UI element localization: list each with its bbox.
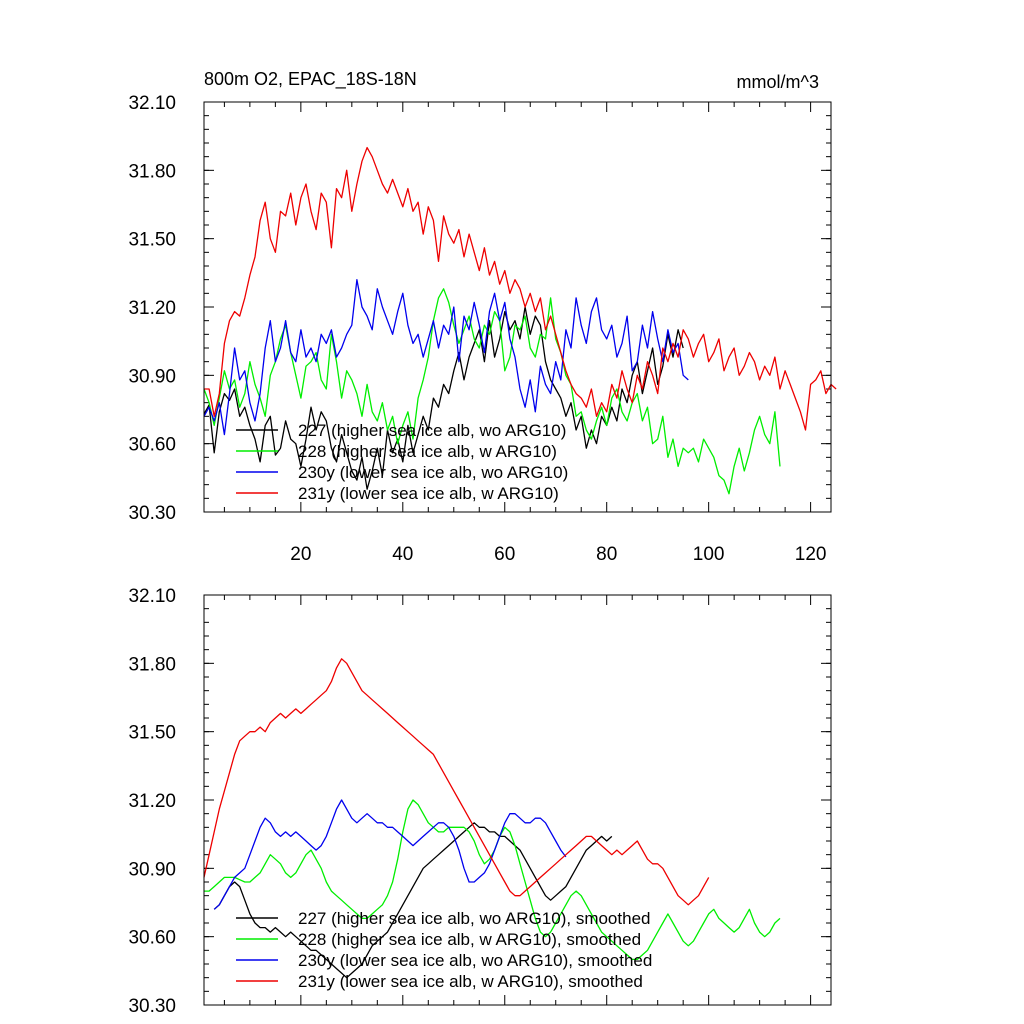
- y-tick-label: 30.60: [128, 435, 176, 456]
- top-legend: 227 (higher sea ice alb, wo ARG10) 228 (…: [236, 421, 568, 503]
- series-line-top-3: [204, 146, 837, 431]
- y-tick-label: 31.80: [128, 161, 176, 182]
- x-tick-label: 80: [596, 544, 617, 565]
- y-tick-label: 31.20: [128, 298, 176, 319]
- legend-label-231y-smoothed: 231y (lower sea ice alb, w ARG10), smoot…: [298, 972, 643, 991]
- y-tick-label: 30.30: [128, 503, 176, 524]
- legend-label-227-smoothed: 227 (higher sea ice alb, wo ARG10), smoo…: [298, 909, 650, 928]
- y-tick-label: 31.80: [128, 654, 176, 675]
- y-tick-label: 31.50: [128, 723, 176, 744]
- top-panel: 800m O2, EPAC_18S-18N mmol/m^3 30.30 30.6…: [128, 69, 837, 565]
- y-tick-label: 30.60: [128, 928, 176, 949]
- bottom-plot-frame: [203, 594, 832, 1006]
- y-tick-label: 32.10: [128, 586, 176, 607]
- legend-label-230y-smoothed: 230y (lower sea ice alb, wo ARG10), smoo…: [298, 951, 652, 970]
- y-tick-label: 31.50: [128, 230, 176, 251]
- series-line-top-2: [203, 279, 689, 436]
- legend-label-231y: 231y (lower sea ice alb, w ARG10): [298, 484, 559, 503]
- legend-label-228-smoothed: 228 (higher sea ice alb, w ARG10), smoot…: [298, 930, 641, 949]
- series-line-bottom-0: [213, 822, 613, 979]
- legend-label-228: 228 (higher sea ice alb, w ARG10): [298, 442, 557, 461]
- y-tick-label: 30.30: [128, 996, 176, 1017]
- top-plot-frame: [203, 101, 832, 513]
- bottom-panel: 30.30 30.60 30.90 31.20 31.50 31.80 32.10 227 …: [128, 586, 832, 1017]
- x-tick-label: 60: [494, 544, 515, 565]
- series-line-top-0: [203, 306, 684, 490]
- bottom-legend: 227 (higher sea ice alb, wo ARG10), smoo…: [236, 909, 652, 991]
- x-tick-label: 100: [693, 544, 725, 565]
- series-line-top-1: [203, 288, 781, 495]
- units-label: mmol/m^3: [737, 72, 819, 92]
- x-tick-label: 120: [795, 544, 827, 565]
- y-tick-label: 30.90: [128, 859, 176, 880]
- x-tick-label: 40: [392, 544, 413, 565]
- series-line-bottom-3: [203, 658, 710, 906]
- bottom-series-group: [203, 658, 781, 979]
- top-series-group: [203, 146, 837, 495]
- top-axis-ticks: 30.30 30.60 30.90 31.20 31.50 31.80 32.10 20 40 6…: [128, 93, 831, 565]
- chart-title: 800m O2, EPAC_18S-18N: [204, 69, 417, 90]
- y-tick-label: 31.20: [128, 791, 176, 812]
- series-line-bottom-2: [213, 799, 567, 910]
- y-tick-label: 30.90: [128, 366, 176, 387]
- y-tick-label: 32.10: [128, 93, 176, 114]
- x-tick-label: 20: [290, 544, 311, 565]
- legend-label-227: 227 (higher sea ice alb, wo ARG10): [298, 421, 566, 440]
- series-line-bottom-1: [204, 799, 781, 961]
- legend-label-230y: 230y (lower sea ice alb, wo ARG10): [298, 463, 568, 482]
